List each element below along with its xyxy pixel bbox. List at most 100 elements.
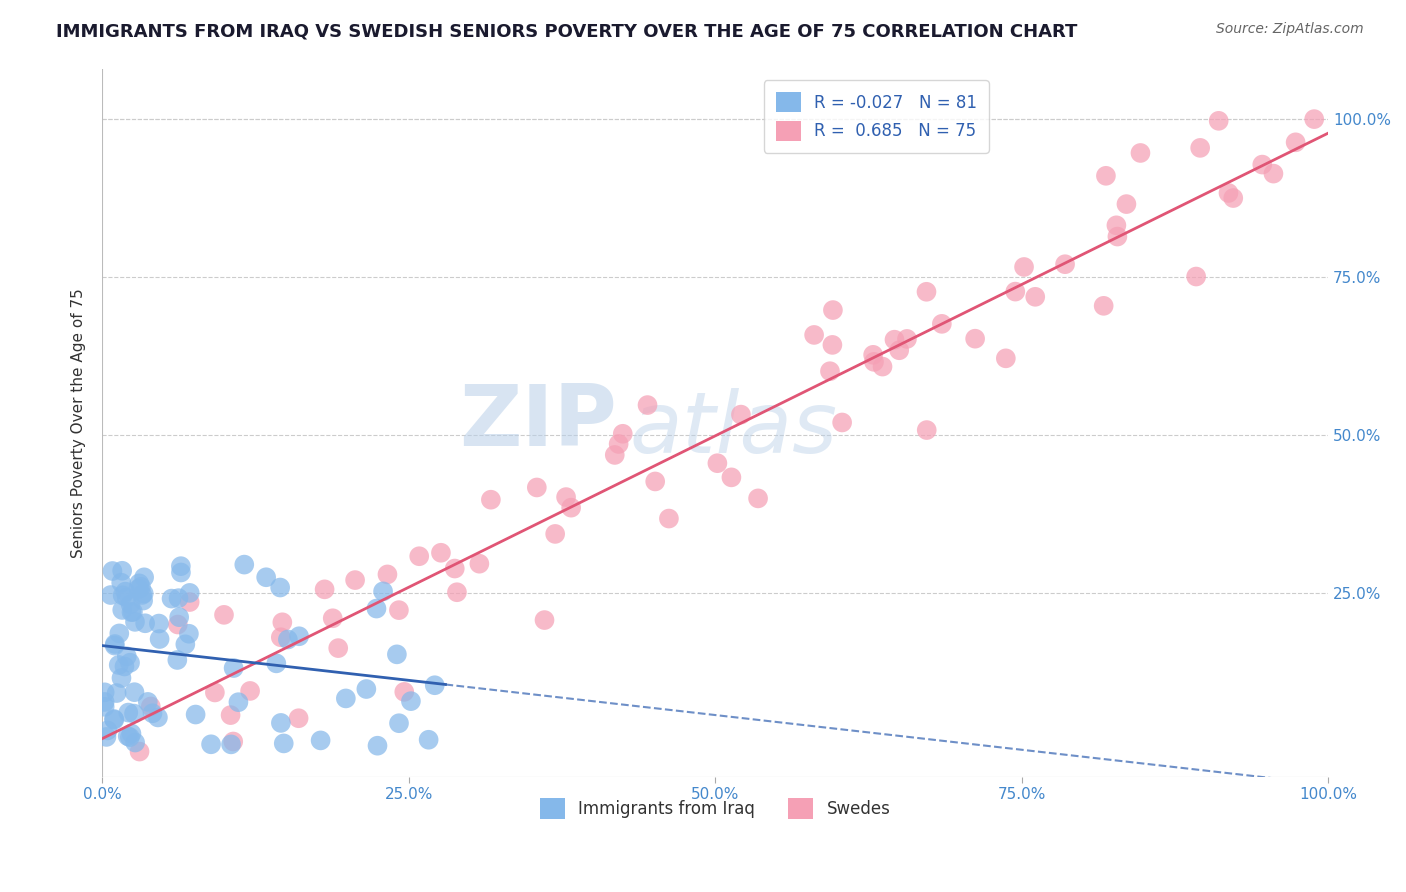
Point [97, 723, 120, 738]
Point [544, 527, 567, 541]
Point [129, 580, 152, 594]
Point [96, 730, 118, 744]
Point [148, 616, 170, 631]
Point [443, 561, 465, 575]
Point [266, 657, 288, 671]
Point [122, 706, 145, 721]
Point [821, 338, 844, 352]
Point [287, 711, 309, 725]
Point [896, 332, 918, 346]
Point [269, 581, 291, 595]
Point [965, 332, 987, 346]
Point [105, 686, 128, 700]
Point [271, 615, 294, 630]
Point [1185, 269, 1208, 284]
Point [915, 285, 938, 299]
Point [117, 706, 139, 720]
Point [103, 713, 125, 727]
Point [747, 491, 769, 506]
Point [228, 695, 250, 709]
Point [309, 733, 332, 747]
Point [1115, 197, 1137, 211]
Point [93, 685, 115, 699]
Point [146, 710, 169, 724]
Point [366, 739, 388, 753]
Point [160, 591, 183, 606]
Point [1263, 167, 1285, 181]
Point [931, 317, 953, 331]
Point [328, 641, 350, 656]
Text: atlas: atlas [630, 388, 838, 471]
Point [120, 726, 142, 740]
Point [468, 557, 491, 571]
Point [219, 708, 242, 723]
Point [288, 629, 311, 643]
Point [122, 605, 145, 619]
Text: ZIP: ZIP [460, 381, 617, 464]
Point [170, 559, 193, 574]
Point [603, 448, 626, 462]
Point [212, 607, 235, 622]
Point [862, 348, 884, 362]
Point [128, 745, 150, 759]
Point [101, 564, 124, 578]
Point [831, 416, 853, 430]
Point [273, 736, 295, 750]
Point [803, 327, 825, 342]
Point [115, 591, 138, 605]
Point [93, 699, 115, 714]
Point [872, 359, 894, 374]
Point [118, 730, 141, 744]
Point [132, 586, 155, 600]
Point [344, 573, 367, 587]
Point [399, 694, 422, 708]
Point [124, 615, 146, 629]
Point [863, 355, 886, 369]
Point [120, 597, 142, 611]
Point [356, 681, 378, 696]
Point [100, 588, 122, 602]
Point [200, 737, 222, 751]
Point [1107, 229, 1129, 244]
Point [222, 661, 245, 675]
Point [1129, 145, 1152, 160]
Point [612, 426, 634, 441]
Point [204, 685, 226, 699]
Point [107, 657, 129, 672]
Point [385, 648, 408, 662]
Point [658, 511, 681, 525]
Point [1024, 290, 1046, 304]
Point [179, 586, 201, 600]
Point [110, 671, 132, 685]
Point [177, 626, 200, 640]
Point [170, 566, 193, 580]
Point [128, 576, 150, 591]
Point [994, 351, 1017, 366]
Y-axis label: Seniors Poverty Over the Age of 75: Seniors Poverty Over the Age of 75 [72, 288, 86, 558]
Point [1251, 158, 1274, 172]
Point [818, 364, 841, 378]
Point [446, 585, 468, 599]
Point [889, 343, 911, 358]
Point [1105, 219, 1128, 233]
Point [104, 637, 127, 651]
Point [222, 734, 245, 748]
Point [108, 626, 131, 640]
Point [418, 732, 440, 747]
Point [1284, 136, 1306, 150]
Point [1012, 260, 1035, 274]
Point [560, 500, 582, 515]
Point [371, 584, 394, 599]
Point [139, 699, 162, 714]
Point [124, 685, 146, 699]
Point [233, 558, 256, 572]
Point [1303, 112, 1326, 127]
Point [270, 715, 292, 730]
Point [394, 685, 416, 699]
Point [526, 480, 548, 494]
Point [915, 423, 938, 437]
Point [110, 575, 132, 590]
Point [166, 653, 188, 667]
Point [430, 546, 453, 560]
Point [121, 605, 143, 619]
